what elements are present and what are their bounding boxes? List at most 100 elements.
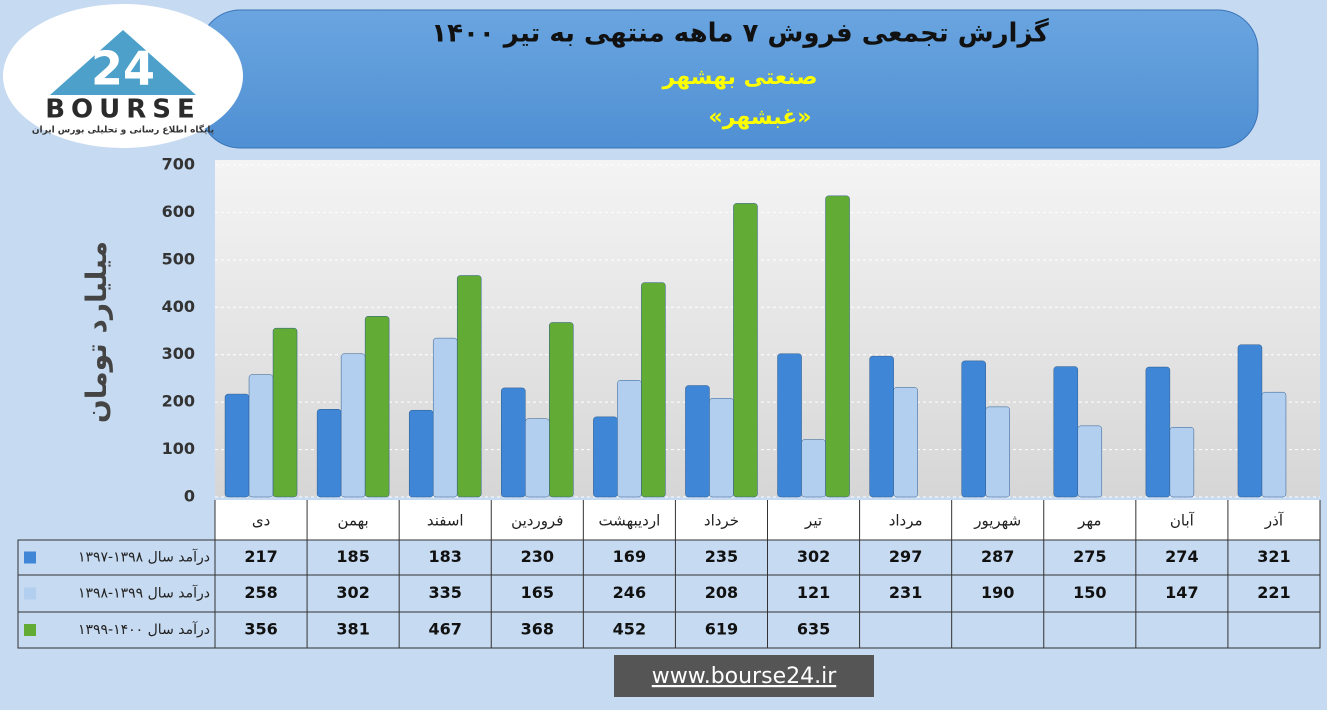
bar bbox=[316, 409, 342, 498]
legend-swatch bbox=[24, 587, 36, 600]
bar bbox=[1077, 425, 1103, 498]
bar bbox=[893, 387, 918, 498]
table-value: 230 bbox=[521, 547, 554, 566]
bar bbox=[685, 385, 710, 498]
table-value: 275 bbox=[1073, 547, 1106, 566]
category-label: اسفند bbox=[427, 512, 464, 530]
y-axis-label: میلیارد تومان bbox=[80, 241, 113, 423]
category-label: فروردین bbox=[511, 512, 563, 530]
category-label: بهمن bbox=[338, 512, 369, 530]
y-tick-label: 400 bbox=[162, 297, 195, 316]
y-tick-label: 100 bbox=[162, 439, 195, 458]
bar bbox=[1053, 366, 1079, 498]
bar bbox=[224, 393, 250, 498]
bar bbox=[593, 416, 618, 498]
y-tick-label: 200 bbox=[162, 392, 195, 411]
bar bbox=[272, 327, 298, 498]
legend-label: درآمد سال ۱۳۹۹-۱۳۹۸ bbox=[78, 585, 210, 602]
footer-box bbox=[614, 655, 874, 697]
subtitle: صنعتی بهشهر bbox=[662, 65, 818, 90]
y-tick-label: 500 bbox=[162, 249, 195, 268]
table-value: 190 bbox=[981, 583, 1014, 602]
bar bbox=[1145, 366, 1171, 498]
table-value: 356 bbox=[244, 620, 277, 639]
table-value: 258 bbox=[244, 583, 277, 602]
category-label: دی bbox=[252, 512, 270, 530]
ticker: «غبشهر» bbox=[708, 105, 811, 130]
bar bbox=[340, 353, 366, 498]
bar bbox=[525, 418, 550, 498]
bar bbox=[1261, 391, 1287, 498]
y-tick-label: 0 bbox=[184, 487, 195, 506]
logo-number: 24 bbox=[91, 42, 155, 96]
table-value: 165 bbox=[521, 583, 554, 602]
category-label: شهریور bbox=[973, 512, 1021, 530]
table-value: 619 bbox=[705, 620, 738, 639]
category-label: اردیبهشت bbox=[598, 512, 660, 530]
table-value: 169 bbox=[613, 547, 646, 566]
bar bbox=[777, 353, 802, 498]
bar bbox=[801, 439, 826, 498]
table-value: 368 bbox=[521, 620, 554, 639]
table-value: 274 bbox=[1165, 547, 1198, 566]
table-value: 452 bbox=[613, 620, 646, 639]
table-value: 208 bbox=[705, 583, 738, 602]
table-value: 321 bbox=[1257, 547, 1290, 566]
bar bbox=[733, 203, 758, 498]
table-value: 231 bbox=[889, 583, 922, 602]
category-label: مرداد bbox=[889, 512, 923, 530]
table-value: 235 bbox=[705, 547, 738, 566]
bar bbox=[985, 406, 1010, 498]
table-value: 302 bbox=[797, 547, 830, 566]
y-tick-label: 600 bbox=[162, 202, 195, 221]
category-label: آبان bbox=[1170, 512, 1195, 530]
table-value: 150 bbox=[1073, 583, 1106, 602]
table-value: 297 bbox=[889, 547, 922, 566]
table-value: 381 bbox=[336, 620, 369, 639]
footer-url: www.bourse24.ir bbox=[652, 664, 837, 689]
title: گزارش تجمعی فروش ۷ ماهه منتهی به تیر ۱۴۰… bbox=[431, 18, 1049, 49]
legend-label: درآمد سال ۱۳۹۸-۱۳۹۷ bbox=[78, 549, 210, 566]
y-tick-label: 300 bbox=[162, 344, 195, 363]
category-label: تیر bbox=[804, 512, 822, 530]
bar bbox=[549, 322, 574, 498]
table-value: 246 bbox=[613, 583, 646, 602]
legend-swatch bbox=[24, 624, 36, 636]
legend-label: درآمد سال ۱۴۰۰-۱۳۹۹ bbox=[78, 621, 210, 638]
bar bbox=[617, 380, 642, 498]
bar bbox=[501, 387, 526, 498]
plot-area bbox=[215, 160, 1320, 497]
table-value: 287 bbox=[981, 547, 1014, 566]
logo-shape bbox=[50, 30, 196, 95]
bar bbox=[1237, 344, 1263, 498]
table-value: 183 bbox=[429, 547, 462, 566]
logo-name: BOURSE bbox=[45, 95, 201, 125]
table-value: 221 bbox=[1257, 583, 1290, 602]
table-value: 217 bbox=[244, 547, 277, 566]
category-label: مهر bbox=[1077, 512, 1101, 530]
bar bbox=[961, 360, 986, 498]
category-label: خرداد bbox=[704, 512, 739, 530]
bar bbox=[364, 316, 390, 498]
table-value: 335 bbox=[429, 583, 462, 602]
bar bbox=[825, 195, 850, 498]
table-value: 185 bbox=[336, 547, 369, 566]
logo-tagline: پایگاه اطلاع رسانی و تحلیلی بورس ایران bbox=[32, 124, 214, 136]
bar bbox=[432, 337, 458, 498]
table-bg bbox=[17, 539, 1321, 649]
table-value: 635 bbox=[797, 620, 830, 639]
bar bbox=[1169, 427, 1195, 498]
table-value: 467 bbox=[429, 620, 462, 639]
table-value: 147 bbox=[1165, 583, 1198, 602]
category-label: آذر bbox=[1264, 512, 1284, 530]
y-tick-label: 700 bbox=[162, 155, 195, 174]
bar bbox=[709, 398, 734, 498]
legend-swatch bbox=[24, 551, 36, 564]
bar bbox=[641, 282, 666, 498]
bar bbox=[869, 355, 894, 498]
table-value: 302 bbox=[336, 583, 369, 602]
bar bbox=[408, 409, 434, 498]
bar bbox=[456, 275, 482, 498]
table-value: 121 bbox=[797, 583, 830, 602]
